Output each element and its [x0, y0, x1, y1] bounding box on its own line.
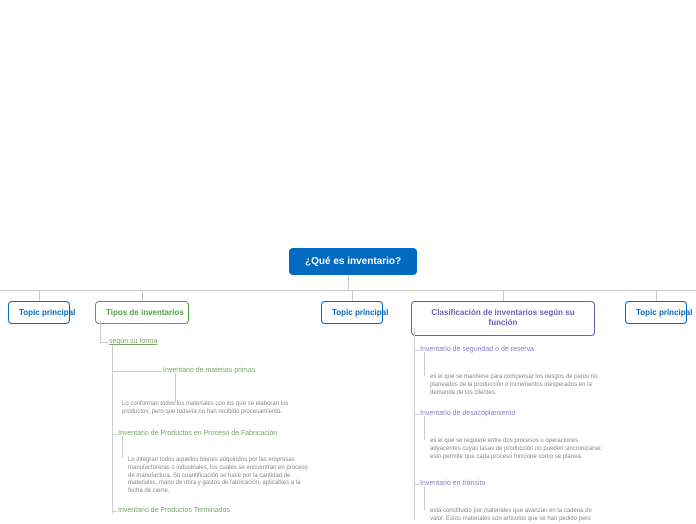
green-item-3-title[interactable]: Inventario de Productos Terminados — [118, 507, 230, 514]
purple-desc-stem-2 — [424, 416, 425, 440]
green-link-1 — [112, 371, 162, 372]
purple-item-1-desc: es el que se mantiene para compensar los… — [430, 374, 605, 397]
topic-principal-3[interactable]: Topic principal — [625, 301, 687, 324]
stem-root — [348, 275, 349, 290]
green-item-1-desc: Lo conforman todos los materiales con lo… — [122, 401, 307, 417]
purple-desc-stem-3 — [424, 486, 425, 510]
green-link-root — [100, 342, 108, 343]
green-link-3 — [112, 511, 117, 512]
green-item-1-title[interactable]: Inventario de materias primas — [163, 367, 255, 374]
green-item-2-title[interactable]: Inventario de Productos en Proceso de Fa… — [118, 430, 277, 437]
topic-principal-1[interactable]: Topic principal — [8, 301, 70, 324]
purple-item-1-title[interactable]: Inventario de seguridad o de reserva — [420, 346, 534, 353]
main-connector — [0, 290, 696, 291]
green-desc-stem-2 — [122, 436, 123, 458]
purple-spine — [414, 328, 415, 520]
stem-t5 — [656, 290, 657, 301]
mindmap-root[interactable]: ¿Qué es inventario? — [289, 248, 417, 275]
green-link-2 — [112, 434, 117, 435]
topic-tipos-inventarios[interactable]: Tipos de inventarios — [95, 301, 189, 324]
purple-link-2 — [414, 414, 419, 415]
green-desc-stem-1 — [175, 373, 176, 403]
purple-link-3 — [414, 484, 419, 485]
purple-item-2-title[interactable]: Inventario de desacoplamiento — [420, 410, 515, 417]
topic-principal-2[interactable]: Topic principal — [321, 301, 383, 324]
stem-t4 — [503, 290, 504, 301]
topic-clasificacion[interactable]: Clasificación de inventarios según su fu… — [411, 301, 595, 336]
stem-t1 — [39, 290, 40, 301]
purple-item-2-desc: es el que se requiere entre dos procesos… — [430, 438, 605, 461]
stem-t2 — [142, 290, 143, 301]
purple-item-3-desc: está constituido por materiales que avan… — [430, 508, 605, 524]
green-sub-root[interactable]: según su forma — [109, 338, 157, 345]
stem-t3 — [352, 290, 353, 301]
purple-desc-stem-1 — [424, 352, 425, 376]
green-item-2-desc: Lo integran todos aquellos bienes adquir… — [128, 457, 308, 496]
purple-item-3-title[interactable]: Inventario en tránsito — [420, 480, 485, 487]
green-stem — [100, 320, 101, 342]
purple-link-1 — [414, 350, 419, 351]
